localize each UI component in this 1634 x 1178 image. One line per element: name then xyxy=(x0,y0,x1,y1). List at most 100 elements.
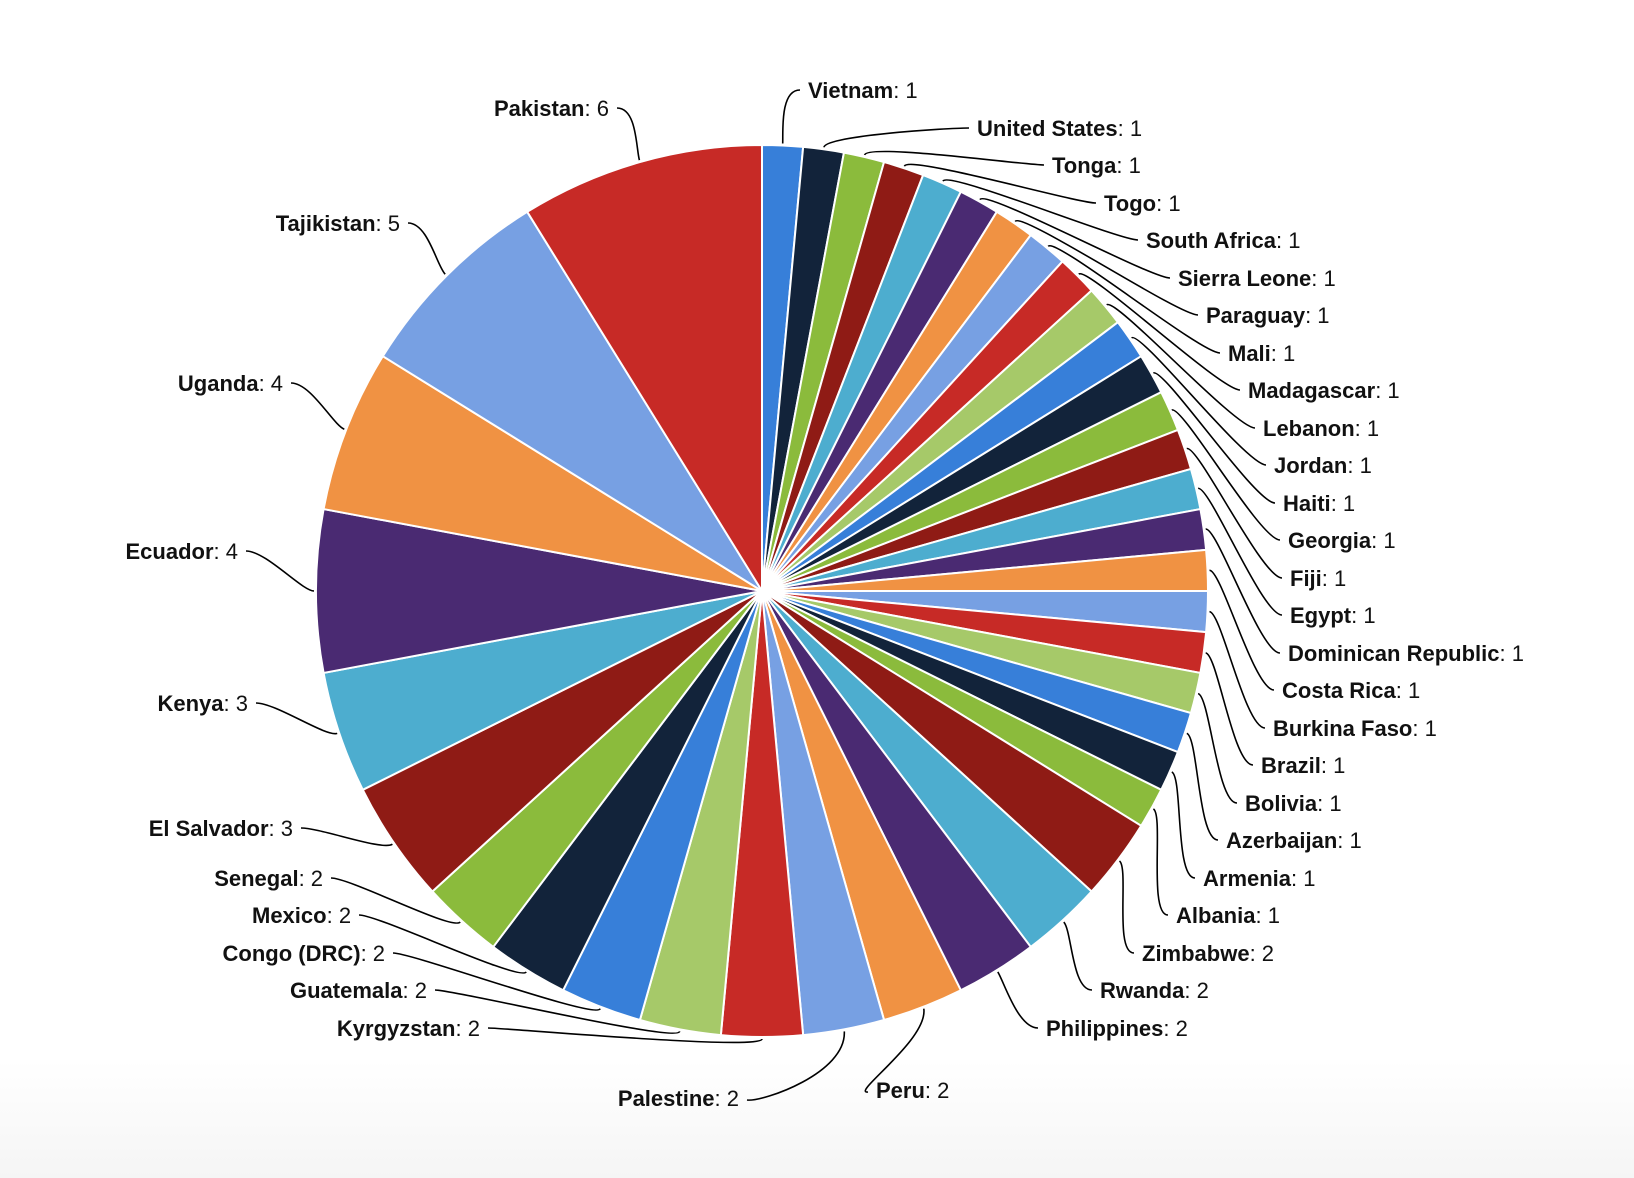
label-value: : 2 xyxy=(1250,941,1274,966)
data-label-el-salvador: El Salvador: 3 xyxy=(149,816,293,841)
data-label-azerbaijan: Azerbaijan: 1 xyxy=(1226,828,1362,853)
data-label-haiti: Haiti: 1 xyxy=(1283,491,1355,516)
label-name: Armenia xyxy=(1203,866,1292,891)
label-name: Burkina Faso xyxy=(1273,716,1412,741)
data-label-albania: Albania: 1 xyxy=(1176,903,1280,928)
data-label-guatemala: Guatemala: 2 xyxy=(290,978,427,1003)
connector-togo xyxy=(903,163,1097,204)
label-name: Vietnam xyxy=(808,78,893,103)
label-value: : 1 xyxy=(1321,753,1345,778)
data-label-congo-drc: Congo (DRC): 2 xyxy=(223,941,386,966)
label-name: United States xyxy=(977,116,1118,141)
label-name: Uganda xyxy=(178,371,259,396)
label-value: : 1 xyxy=(1317,791,1341,816)
pie-slice-ecuador[interactable] xyxy=(314,508,763,674)
connector-congo-drc xyxy=(392,952,601,1011)
label-value: : 1 xyxy=(1291,866,1315,891)
label-value: : 2 xyxy=(1184,978,1208,1003)
connector-egypt xyxy=(1197,487,1283,616)
connector-united-states xyxy=(823,127,970,148)
data-label-togo: Togo: 1 xyxy=(1104,191,1181,216)
connector-lebanon xyxy=(1105,303,1256,429)
data-label-jordan: Jordan: 1 xyxy=(1274,453,1372,478)
label-name: Madagascar xyxy=(1248,378,1376,403)
label-value: : 1 xyxy=(1412,716,1436,741)
connector-kenya xyxy=(255,702,338,735)
data-label-dominican-republic: Dominican Republic: 1 xyxy=(1288,641,1524,666)
data-label-sierra-leone: Sierra Leone: 1 xyxy=(1178,266,1336,291)
label-value: : 1 xyxy=(1371,528,1395,553)
connector-ecuador xyxy=(245,550,315,592)
data-label-mexico: Mexico: 2 xyxy=(252,903,351,928)
connector-haiti xyxy=(1152,372,1276,504)
data-label-kenya: Kenya: 3 xyxy=(158,691,249,716)
label-value: : 1 xyxy=(1337,828,1361,853)
connector-senegal xyxy=(330,877,461,924)
connector-philippines xyxy=(997,971,1039,1029)
connector-tajikistan xyxy=(407,222,446,275)
data-label-bolivia: Bolivia: 1 xyxy=(1245,791,1342,816)
connector-zimbabwe xyxy=(1118,860,1135,954)
label-name: Paraguay xyxy=(1206,303,1306,328)
connector-costa-rica xyxy=(1209,569,1275,691)
label-value: : 1 xyxy=(1311,266,1335,291)
connector-albania xyxy=(1152,808,1169,916)
label-name: Dominican Republic xyxy=(1288,641,1499,666)
label-name: Ecuador xyxy=(126,539,214,564)
connector-fiji xyxy=(1186,447,1283,579)
pie-slice-tajikistan[interactable] xyxy=(381,210,763,592)
label-name: Jordan xyxy=(1274,453,1347,478)
connector-rwanda xyxy=(1063,921,1093,991)
data-label-south-africa: South Africa: 1 xyxy=(1146,228,1300,253)
label-name: Azerbaijan xyxy=(1226,828,1337,853)
connector-paraguay xyxy=(1014,220,1199,316)
connector-el-salvador xyxy=(300,827,393,847)
label-name: Congo (DRC) xyxy=(223,941,361,966)
label-value: : 2 xyxy=(455,1016,479,1041)
data-label-armenia: Armenia: 1 xyxy=(1203,866,1316,891)
data-label-mali: Mali: 1 xyxy=(1228,341,1295,366)
pie-slice-uganda[interactable] xyxy=(322,355,763,592)
label-value: : 3 xyxy=(224,691,248,716)
pie-slice-pakistan[interactable] xyxy=(526,144,763,592)
label-name: Zimbabwe xyxy=(1142,941,1250,966)
label-value: : 1 xyxy=(1355,416,1379,441)
label-value: : 2 xyxy=(715,1086,739,1111)
label-value: : 1 xyxy=(1305,303,1329,328)
connector-pakistan xyxy=(616,107,641,161)
label-value: : 1 xyxy=(1118,116,1142,141)
data-label-georgia: Georgia: 1 xyxy=(1288,528,1396,553)
data-label-philippines: Philippines: 2 xyxy=(1046,1016,1188,1041)
connector-mexico xyxy=(358,914,527,974)
label-value: : 1 xyxy=(1396,678,1420,703)
data-label-paraguay: Paraguay: 1 xyxy=(1206,303,1330,328)
connector-tonga xyxy=(863,150,1045,166)
label-value: : 1 xyxy=(1276,228,1300,253)
label-name: Mexico xyxy=(252,903,327,928)
label-name: Senegal xyxy=(214,866,298,891)
data-label-rwanda: Rwanda: 2 xyxy=(1100,978,1209,1003)
label-value: : 1 xyxy=(1271,341,1295,366)
label-value: : 1 xyxy=(1351,603,1375,628)
data-label-fiji: Fiji: 1 xyxy=(1290,566,1346,591)
label-value: : 1 xyxy=(893,78,917,103)
data-label-egypt: Egypt: 1 xyxy=(1290,603,1376,628)
label-name: Fiji xyxy=(1290,566,1322,591)
data-label-palestine: Palestine: 2 xyxy=(618,1086,739,1111)
connector-madagascar xyxy=(1078,273,1241,391)
data-label-lebanon: Lebanon: 1 xyxy=(1263,416,1379,441)
label-value: : 1 xyxy=(1255,903,1279,928)
label-name: Rwanda xyxy=(1100,978,1185,1003)
label-value: : 4 xyxy=(259,371,283,396)
label-value: : 2 xyxy=(361,941,385,966)
connector-bolivia xyxy=(1197,692,1238,804)
connector-south-africa xyxy=(942,179,1139,241)
label-name: Mali xyxy=(1228,341,1271,366)
label-name: Bolivia xyxy=(1245,791,1318,816)
data-label-united-states: United States: 1 xyxy=(977,116,1142,141)
label-name: South Africa xyxy=(1146,228,1277,253)
data-label-kyrgyzstan: Kyrgyzstan: 2 xyxy=(337,1016,480,1041)
connector-peru xyxy=(864,1008,925,1093)
